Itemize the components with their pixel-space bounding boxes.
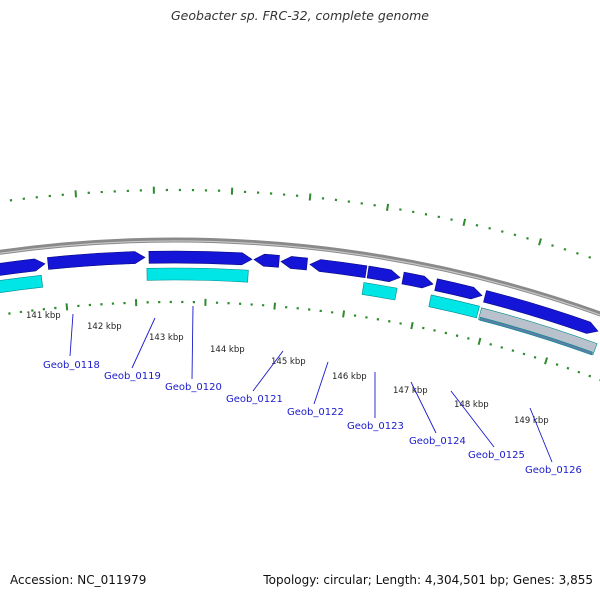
outer-tick-track [9, 186, 592, 259]
outer-minor-tick [576, 251, 579, 255]
outer-minor-tick [563, 247, 567, 251]
inner-minor-tick [489, 342, 493, 346]
kbp-label-group: 141 kbp 142 kbp 143 kbp 144 kbp 145 kbp 146 k… [26, 311, 549, 426]
gene-leader-line [450, 390, 495, 448]
outer-major-tick [308, 193, 312, 201]
inner-minor-tick [433, 329, 436, 332]
gene-leader-line [313, 361, 329, 405]
gene-label[interactable]: Geob_0124 [409, 436, 466, 447]
map-title: Geobacter sp. FRC-32, complete genome [171, 8, 429, 23]
backbone-track [0, 237, 600, 317]
kbp-tick-label: 144 kbp [210, 345, 245, 355]
inner-minor-tick [500, 346, 504, 349]
reverse-gene-block[interactable] [428, 294, 480, 319]
outer-major-tick [386, 203, 390, 211]
genome-summary-text: Topology: circular; Length: 4,304,501 bp… [263, 573, 593, 587]
kbp-tick-label: 145 kbp [271, 357, 306, 367]
inner-minor-tick [444, 331, 448, 335]
inner-major-tick [273, 302, 276, 310]
forward-gene-arrow[interactable] [309, 259, 368, 279]
inner-major-tick [342, 310, 346, 318]
forward-gene-arrow[interactable] [434, 278, 483, 300]
gene-label-group: Geob_0118 Geob_0119 Geob_0120 Geob_0121 Geob… [43, 305, 582, 476]
accession-text: Accession: NC_011979 [10, 573, 147, 587]
gene-leader-line [529, 407, 553, 463]
inner-minor-tick [522, 352, 526, 356]
inner-major-tick [410, 322, 414, 330]
gene-label[interactable]: Geob_0120 [165, 382, 222, 393]
inner-minor-tick [533, 355, 537, 359]
gene-label[interactable]: Geob_0121 [226, 394, 283, 405]
forward-gene-arrow[interactable] [47, 251, 146, 270]
forward-gene-arrow[interactable] [483, 290, 599, 334]
outer-minor-tick [475, 223, 479, 227]
inner-minor-tick [588, 374, 592, 378]
kbp-tick-label: 148 kbp [454, 400, 489, 410]
forward-gene-arrow[interactable] [401, 271, 434, 289]
gene-label[interactable]: Geob_0125 [468, 450, 525, 461]
gene-leader-line [410, 381, 437, 434]
inner-minor-tick [455, 334, 459, 338]
inner-major-tick [65, 303, 69, 311]
reverse-gene-block[interactable] [0, 274, 44, 294]
gene-leader-line [131, 317, 156, 369]
outer-minor-tick [500, 230, 504, 233]
gene-leader-line [69, 313, 74, 357]
kbp-tick-label: 143 kbp [149, 333, 184, 343]
gene-leader-line [252, 350, 284, 392]
forward-gene-arrow[interactable] [280, 256, 308, 271]
outer-major-tick [538, 238, 542, 246]
kbp-tick-label: 141 kbp [26, 311, 61, 321]
gene-label[interactable]: Geob_0123 [347, 421, 404, 432]
kbp-tick-label: 142 kbp [87, 322, 122, 332]
outer-minor-tick [513, 233, 517, 237]
inner-minor-tick [467, 337, 470, 340]
reverse-gene-block[interactable] [361, 282, 398, 301]
forward-gene-arrow[interactable] [366, 265, 401, 283]
kbp-tick-label: 147 kbp [393, 386, 428, 396]
inner-minor-tick [577, 370, 581, 374]
reverse-gene-block[interactable] [146, 267, 249, 283]
outer-minor-tick [450, 218, 453, 221]
gene-label[interactable]: Geob_0119 [104, 371, 161, 382]
inner-major-tick [477, 337, 482, 345]
inner-minor-tick [555, 363, 559, 366]
backbone-highlight [0, 240, 600, 316]
outer-minor-tick [488, 227, 491, 230]
inner-minor-tick [566, 366, 570, 370]
inner-tick-track [8, 298, 600, 382]
forward-gene-arrow[interactable] [253, 253, 280, 268]
backbone-line [0, 237, 600, 317]
outer-minor-tick [551, 244, 554, 247]
kbp-tick-label: 149 kbp [514, 416, 549, 426]
outer-major-tick [462, 218, 467, 227]
outer-major-tick [74, 190, 77, 198]
outer-minor-tick [526, 236, 529, 240]
gene-leader-line [191, 305, 194, 380]
inner-minor-tick [511, 349, 515, 353]
gene-label[interactable]: Geob_0122 [287, 407, 344, 418]
inner-major-tick [544, 357, 549, 365]
forward-gene-arrow[interactable] [148, 250, 253, 266]
feature-track [0, 250, 599, 356]
gene-label[interactable]: Geob_0126 [525, 465, 582, 476]
forward-gene-arrow[interactable] [0, 258, 46, 277]
other-feature-stripe[interactable] [479, 316, 593, 356]
outer-minor-tick [588, 256, 592, 259]
kbp-tick-label: 146 kbp [332, 372, 367, 382]
gene-label[interactable]: Geob_0118 [43, 360, 100, 371]
